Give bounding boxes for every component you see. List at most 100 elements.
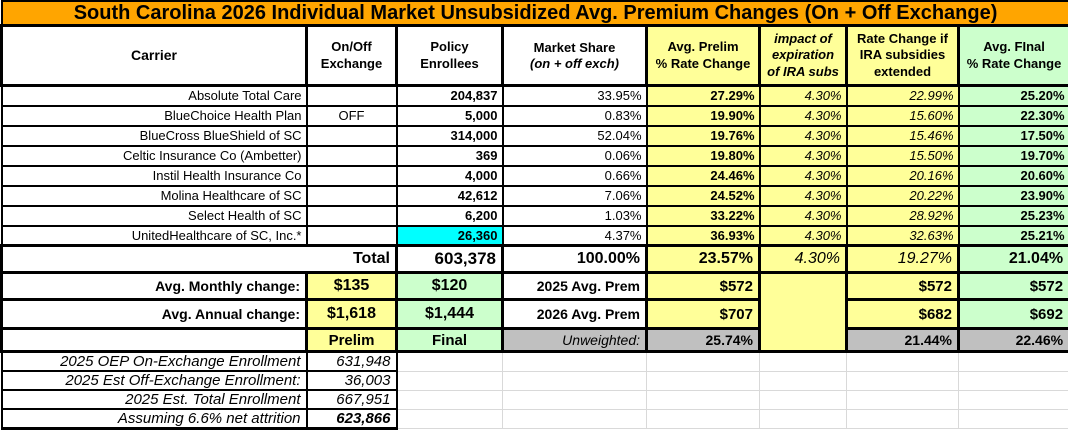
- column-header-market-share: Market Share(on + off exch): [503, 26, 647, 86]
- cell-ira-impact: 4.30%: [760, 106, 847, 126]
- cell-policy-enrollees: 369: [397, 146, 503, 166]
- total-row: Total 603,378 100.00% 23.57% 4.30% 19.27…: [2, 246, 1068, 273]
- cell-prelim-rate-change: 24.52%: [647, 186, 760, 206]
- cell-carrier-name: Select Health of SC: [2, 206, 307, 226]
- cell-policy-enrollees: 314,000: [397, 126, 503, 146]
- cell-annual-label: Avg. Annual change:: [2, 300, 307, 329]
- avg-monthly-change-row: Avg. Monthly change: $135 $120 2025 Avg.…: [2, 273, 1068, 300]
- cell-on-off-exchange: OFF: [307, 106, 397, 126]
- footnote-label: 2025 OEP On-Exchange Enrollment: [2, 352, 307, 372]
- cell-market-share: 33.95%: [503, 86, 647, 106]
- empty-grid-cell: [847, 371, 959, 390]
- cell-policy-enrollees: 4,000: [397, 166, 503, 186]
- empty-grid-cell: [397, 371, 503, 390]
- cell-monthly-final-amount: $120: [397, 273, 503, 300]
- empty-grid-cell: [847, 409, 959, 429]
- cell-prelim-rate-change: 33.22%: [647, 206, 760, 226]
- cell-final-rate-change: 19.70%: [959, 146, 1068, 166]
- cell-2025-final-prem: $572: [959, 273, 1068, 300]
- cell-monthly-prelim-amount: $135: [307, 273, 397, 300]
- cell-market-share: 4.37%: [503, 226, 647, 246]
- cell-total-enrollees: 603,378: [397, 246, 503, 273]
- cell-prelim-label: Prelim: [307, 329, 397, 352]
- footnote-label: 2025 Est. Total Enrollment: [2, 390, 307, 409]
- cell-total-market-share: 100.00%: [503, 246, 647, 273]
- footnote-label: Assuming 6.6% net attrition: [2, 409, 307, 429]
- empty-grid-cell: [959, 409, 1068, 429]
- cell-final-rate-change: 20.60%: [959, 166, 1068, 186]
- cell-policy-enrollees: 26,360: [397, 226, 503, 246]
- cell-2025-ira-prem: $572: [847, 273, 959, 300]
- column-header-carrier: Carrier: [2, 26, 307, 86]
- cell-prelim-rate-change: 19.76%: [647, 126, 760, 146]
- cell-ira-impact: 4.30%: [760, 166, 847, 186]
- empty-grid-cell: [397, 390, 503, 409]
- cell-total-prelim-rate: 23.57%: [647, 246, 760, 273]
- cell-ira-impact: 4.30%: [760, 186, 847, 206]
- cell-ira-impact-merged-empty: [760, 273, 847, 352]
- cell-ira-impact: 4.30%: [760, 206, 847, 226]
- cell-policy-enrollees: 6,200: [397, 206, 503, 226]
- empty-grid-cell: [959, 352, 1068, 372]
- cell-ira-extended-rate: 15.50%: [847, 146, 959, 166]
- empty-grid-cell: [503, 409, 647, 429]
- footnote-value: 36,003: [307, 371, 397, 390]
- footnote-value: 631,948: [307, 352, 397, 372]
- column-header-enrollees: Policy Enrollees: [397, 26, 503, 86]
- cell-carrier-name: Instil Health Insurance Co: [2, 166, 307, 186]
- empty-grid-cell: [397, 409, 503, 429]
- cell-final-rate-change: 17.50%: [959, 126, 1068, 146]
- cell-ira-extended-rate: 32.63%: [847, 226, 959, 246]
- avg-annual-change-row: Avg. Annual change: $1,618 $1,444 2026 A…: [2, 300, 1068, 329]
- empty-grid-cell: [397, 352, 503, 372]
- cell-carrier-name: BlueChoice Health Plan: [2, 106, 307, 126]
- cell-prelim-rate-change: 24.46%: [647, 166, 760, 186]
- cell-carrier-name: UnitedHealthcare of SC, Inc.*: [2, 226, 307, 246]
- empty-grid-cell: [647, 409, 760, 429]
- cell-final-rate-change: 25.23%: [959, 206, 1068, 226]
- empty-grid-cell: [760, 390, 847, 409]
- cell-total-ira-impact: 4.30%: [760, 246, 847, 273]
- cell-unweighted-final-pct: 22.46%: [959, 329, 1068, 352]
- cell-prelim-rate-change: 19.80%: [647, 146, 760, 166]
- cell-2026-ira-prem: $682: [847, 300, 959, 329]
- cell-2025-avg-prem-label: 2025 Avg. Prem: [503, 273, 647, 300]
- empty-grid-cell: [847, 390, 959, 409]
- cell-monthly-label: Avg. Monthly change:: [2, 273, 307, 300]
- empty-grid-cell: [503, 390, 647, 409]
- cell-market-share: 0.66%: [503, 166, 647, 186]
- empty-grid-cell: [847, 352, 959, 372]
- cell-policy-enrollees: 204,837: [397, 86, 503, 106]
- cell-ira-extended-rate: 22.99%: [847, 86, 959, 106]
- empty-grid-cell: [760, 409, 847, 429]
- column-header-ira-impact: impact of expiration of IRA subs: [760, 26, 847, 86]
- title-row: South Carolina 2026 Individual Market Un…: [2, 1, 1068, 26]
- cell-market-share: 7.06%: [503, 186, 647, 206]
- cell-ira-extended-rate: 28.92%: [847, 206, 959, 226]
- cell-final-label: Final: [397, 329, 503, 352]
- column-header-ira-extended: Rate Change if IRA subsidies extended: [847, 26, 959, 86]
- summary-body: Total 603,378 100.00% 23.57% 4.30% 19.27…: [2, 246, 1068, 352]
- cell-ira-impact: 4.30%: [760, 126, 847, 146]
- cell-2026-final-prem: $692: [959, 300, 1068, 329]
- empty-grid-cell: [959, 371, 1068, 390]
- cell-total-ira-extended: 19.27%: [847, 246, 959, 273]
- empty-grid-cell: [503, 352, 647, 372]
- empty-grid-cell: [760, 352, 847, 372]
- footnote-label: 2025 Est Off-Exchange Enrollment:: [2, 371, 307, 390]
- cell-carrier-name: Celtic Insurance Co (Ambetter): [2, 146, 307, 166]
- cell-ira-impact: 4.30%: [760, 86, 847, 106]
- empty-grid-cell: [760, 371, 847, 390]
